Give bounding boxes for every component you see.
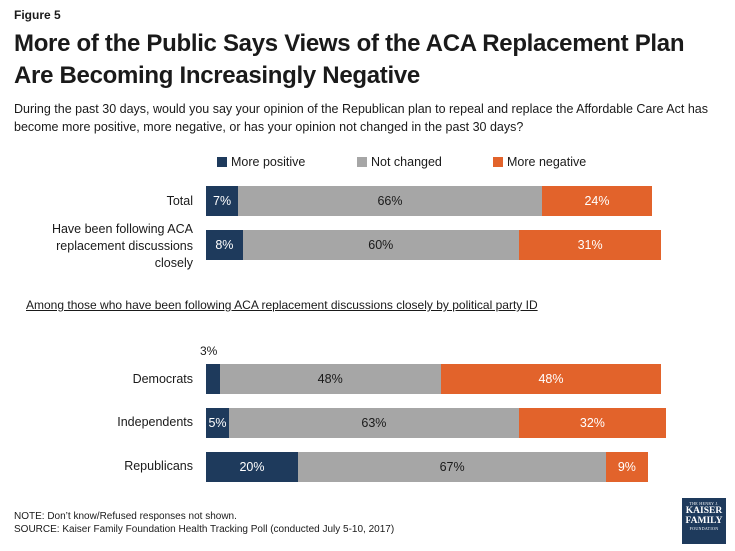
bar-segment-more-negative: 32% [518,408,666,438]
data-label-not-changed: 67% [439,460,465,474]
legend-label-not-changed: Not changed [371,155,442,169]
legend-label-more-positive: More positive [231,155,306,169]
bar-segment-not-changed: 60% [242,230,519,260]
bar-segment-more-negative: 9% [606,452,648,482]
legend-swatch-more-positive [217,157,227,167]
data-label-more-negative: 48% [538,372,564,386]
bar-segment-not-changed: 48% [219,364,441,394]
chart-subtitle: During the past 30 days, would you say y… [14,102,708,134]
data-label-more-negative: 9% [617,460,636,474]
logo-line-2: KAISER [685,506,723,516]
bar-segment-more-positive: 7% [206,186,239,216]
bar-segment-not-changed: 66% [238,186,542,216]
source-text: SOURCE: Kaiser Family Foundation Health … [14,524,395,535]
data-label-more-negative: 32% [579,416,605,430]
data-label-not-changed: 60% [368,238,394,252]
data-label-more-positive: 3% [200,344,218,358]
data-label-more-negative: 24% [584,194,610,208]
legend-label-more-negative: More negative [507,155,587,169]
data-label-more-negative: 31% [577,238,603,252]
footnotes: NOTE: Don’t know/Refused responses not s… [14,510,394,536]
bar-segment-more-negative: 24% [541,186,653,216]
bar-segment-more-negative: 31% [518,230,662,260]
bar-segment-more-negative: 48% [440,364,662,394]
data-label-more-positive: 7% [213,194,232,208]
row-label-democrats: Democrats [132,372,193,386]
logo-line-4: FOUNDATION [689,526,719,531]
row-label-following-closely: Have been following ACA replacement disc… [51,222,193,270]
legend-item-not-changed: Not changed [357,155,442,169]
legend-swatch-not-changed [357,157,367,167]
row-label-independents: Independents [117,415,193,429]
data-label-more-positive: 20% [239,460,265,474]
bar-segment-more-positive: 5% [206,408,229,438]
bar-segment-more-positive [206,364,220,394]
data-label-more-positive: 5% [208,416,227,430]
figure-label: Figure 5 [14,8,61,22]
data-label-not-changed: 48% [317,372,343,386]
bar-segment-more-positive: 8% [206,230,243,260]
data-label-not-changed: 63% [361,416,387,430]
data-label-more-positive: 8% [215,238,234,252]
legend-item-more-positive: More positive [217,155,305,169]
chart-title: More of the Public Says Views of the ACA… [14,30,685,89]
bar-segment-not-changed: 63% [229,408,519,438]
section-note: Among those who have been following ACA … [26,298,538,312]
legend-item-more-negative: More negative [493,155,586,169]
row-label-total: Total [166,194,193,208]
data-label-not-changed: 66% [377,194,403,208]
row-label-republicans: Republicans [124,459,193,473]
kff-logo: THE HENRY J. KAISER FAMILY FOUNDATION [682,498,726,544]
legend-swatch-more-negative [493,157,503,167]
bar-segment-not-changed: 67% [298,452,607,482]
logo-line-3: FAMILY [685,516,723,526]
note-text: NOTE: Don’t know/Refused responses not s… [14,511,237,522]
legend: More positive Not changed More negative [0,155,735,173]
logo-line-1: THE HENRY J. [689,501,719,506]
bar-segment-more-positive: 20% [206,452,298,482]
